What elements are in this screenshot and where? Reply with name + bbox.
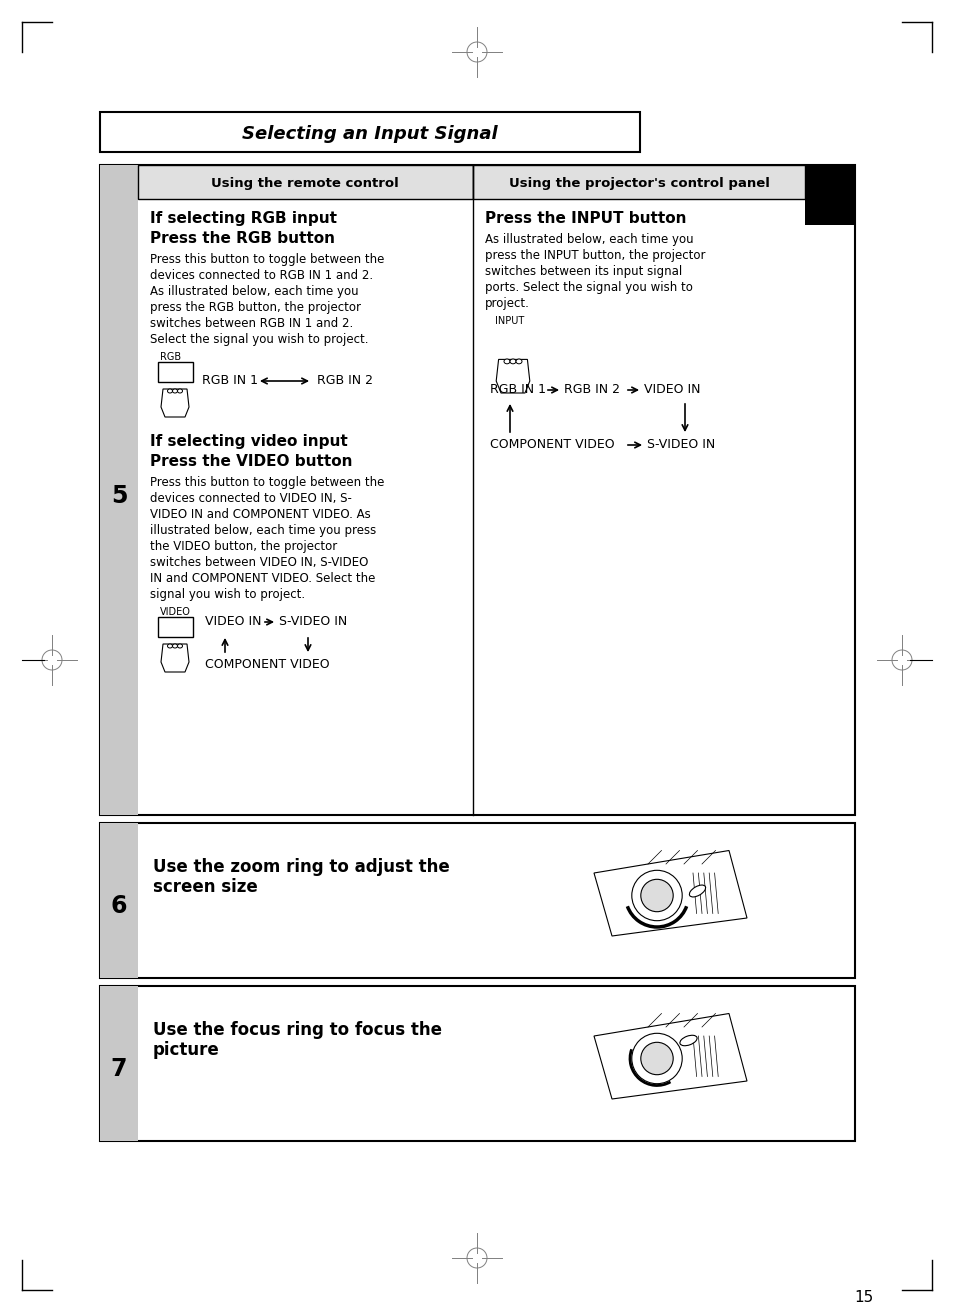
Text: signal you wish to project.: signal you wish to project. — [150, 588, 305, 601]
Text: the VIDEO button, the projector: the VIDEO button, the projector — [150, 541, 337, 552]
Text: S-VIDEO IN: S-VIDEO IN — [278, 615, 347, 628]
Circle shape — [631, 870, 681, 921]
Text: 7: 7 — [111, 1057, 127, 1081]
Bar — [100, 112, 639, 152]
Circle shape — [631, 1034, 681, 1084]
Text: switches between VIDEO IN, S-VIDEO: switches between VIDEO IN, S-VIDEO — [150, 556, 368, 569]
Bar — [138, 165, 473, 199]
Text: ports. Select the signal you wish to: ports. Select the signal you wish to — [484, 281, 692, 294]
Bar — [100, 165, 854, 815]
Bar — [158, 362, 193, 382]
Text: If selecting video input: If selecting video input — [150, 434, 348, 449]
Text: VIDEO IN: VIDEO IN — [643, 383, 700, 396]
Text: 6: 6 — [111, 893, 127, 918]
Ellipse shape — [177, 388, 182, 394]
Bar — [171, 622, 179, 644]
Polygon shape — [161, 388, 189, 417]
Text: Press this button to toggle between the: Press this button to toggle between the — [150, 253, 384, 266]
Text: Press the INPUT button: Press the INPUT button — [484, 211, 686, 226]
Text: RGB: RGB — [160, 352, 181, 362]
Text: 15: 15 — [853, 1290, 872, 1305]
Bar — [804, 165, 854, 224]
Text: As illustrated below, each time you: As illustrated below, each time you — [484, 234, 693, 247]
Text: VIDEO IN: VIDEO IN — [205, 615, 261, 628]
Text: picture: picture — [152, 1040, 219, 1059]
Text: COMPONENT VIDEO: COMPONENT VIDEO — [205, 659, 330, 670]
Text: Use the focus ring to focus the: Use the focus ring to focus the — [152, 1021, 441, 1039]
Text: project.: project. — [484, 297, 529, 310]
Text: Press the VIDEO button: Press the VIDEO button — [150, 454, 352, 468]
Text: Press this button to toggle between the: Press this button to toggle between the — [150, 476, 384, 489]
Text: S-VIDEO IN: S-VIDEO IN — [646, 438, 715, 451]
Text: switches between RGB IN 1 and 2.: switches between RGB IN 1 and 2. — [150, 318, 353, 331]
Text: IN and COMPONENT VIDEO. Select the: IN and COMPONENT VIDEO. Select the — [150, 572, 375, 585]
Bar — [473, 165, 804, 199]
Bar — [508, 333, 517, 359]
Text: press the INPUT button, the projector: press the INPUT button, the projector — [484, 249, 705, 262]
Text: screen size: screen size — [152, 878, 257, 896]
Ellipse shape — [516, 359, 521, 363]
Text: Using the remote control: Using the remote control — [211, 177, 398, 190]
Text: As illustrated below, each time you: As illustrated below, each time you — [150, 285, 358, 298]
Ellipse shape — [177, 644, 182, 648]
Ellipse shape — [168, 644, 172, 648]
Polygon shape — [161, 644, 189, 672]
Text: Select the signal you wish to project.: Select the signal you wish to project. — [150, 333, 368, 346]
Text: Using the projector's control panel: Using the projector's control panel — [508, 177, 769, 190]
Ellipse shape — [168, 388, 172, 394]
Text: Selecting an Input Signal: Selecting an Input Signal — [242, 125, 497, 143]
Circle shape — [640, 879, 673, 912]
Text: Press the RGB button: Press the RGB button — [150, 231, 335, 247]
Ellipse shape — [172, 388, 177, 394]
Bar — [100, 823, 138, 977]
Text: 5: 5 — [111, 484, 127, 508]
Ellipse shape — [679, 1035, 697, 1046]
Bar — [158, 617, 193, 638]
Ellipse shape — [689, 886, 705, 897]
Text: VIDEO IN and COMPONENT VIDEO. As: VIDEO IN and COMPONENT VIDEO. As — [150, 508, 371, 521]
Ellipse shape — [503, 359, 510, 363]
Text: devices connected to RGB IN 1 and 2.: devices connected to RGB IN 1 and 2. — [150, 269, 373, 282]
Text: VIDEO: VIDEO — [160, 607, 191, 617]
Polygon shape — [496, 359, 529, 394]
Text: RGB IN 2: RGB IN 2 — [563, 383, 619, 396]
Text: switches between its input signal: switches between its input signal — [484, 265, 681, 278]
Ellipse shape — [510, 359, 516, 363]
Text: INPUT: INPUT — [495, 316, 524, 325]
Text: RGB IN 1: RGB IN 1 — [202, 374, 257, 387]
Text: press the RGB button, the projector: press the RGB button, the projector — [150, 300, 360, 314]
Ellipse shape — [172, 644, 177, 648]
Polygon shape — [594, 850, 746, 935]
Text: RGB IN 2: RGB IN 2 — [316, 374, 373, 387]
Bar — [100, 165, 138, 815]
Text: devices connected to VIDEO IN, S-: devices connected to VIDEO IN, S- — [150, 492, 352, 505]
Bar — [171, 367, 179, 388]
Bar — [100, 823, 854, 977]
Text: RGB IN 1: RGB IN 1 — [490, 383, 545, 396]
Text: illustrated below, each time you press: illustrated below, each time you press — [150, 523, 375, 537]
Bar — [100, 987, 854, 1141]
Bar — [100, 987, 138, 1141]
Text: COMPONENT VIDEO: COMPONENT VIDEO — [490, 438, 614, 451]
Circle shape — [640, 1042, 673, 1075]
Text: Use the zoom ring to adjust the: Use the zoom ring to adjust the — [152, 858, 449, 876]
Text: If selecting RGB input: If selecting RGB input — [150, 211, 336, 226]
Polygon shape — [594, 1013, 746, 1099]
